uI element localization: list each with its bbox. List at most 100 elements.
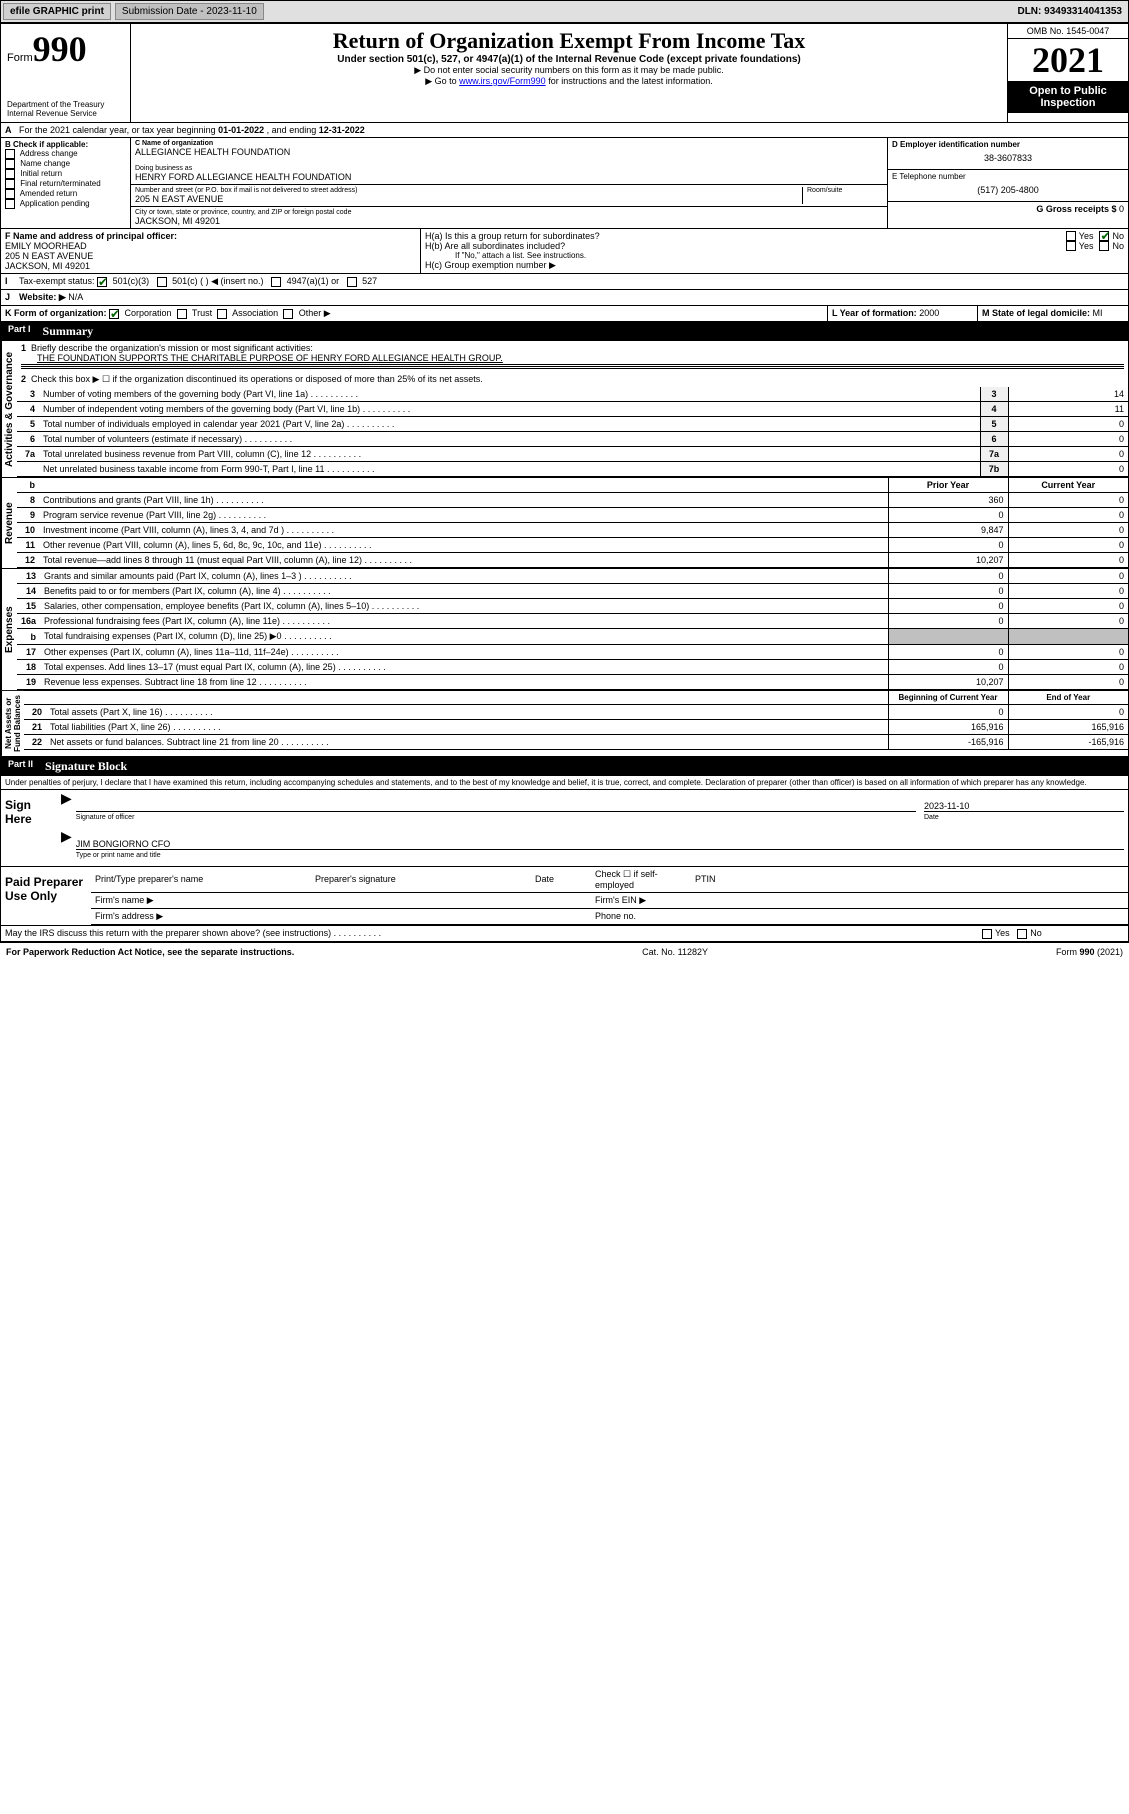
col-begin: Beginning of Current Year: [888, 691, 1008, 705]
j-row: J Website: ▶ N/A: [0, 290, 1129, 306]
summary-line: 21Total liabilities (Part X, line 26)165…: [24, 720, 1128, 735]
efile-print-button[interactable]: efile GRAPHIC print: [3, 3, 111, 20]
b-check-item: Address change: [5, 149, 126, 159]
klm-row: K Form of organization: Corporation Trus…: [0, 306, 1129, 322]
c-name-label: C Name of organization: [135, 140, 883, 147]
i-4947-checkbox[interactable]: [271, 277, 281, 287]
revenue-table: b Prior Year Current Year 8Contributions…: [17, 478, 1128, 568]
summary-line: 19Revenue less expenses. Subtract line 1…: [17, 675, 1128, 690]
sig-date: 2023-11-10: [924, 801, 969, 811]
dln: DLN: 93493314041353: [1017, 6, 1128, 17]
vtab-revenue: Revenue: [1, 478, 17, 568]
efile-topbar: efile GRAPHIC print Submission Date - 20…: [0, 0, 1129, 23]
ha-yes-checkbox[interactable]: [1066, 231, 1076, 241]
officer-street: 205 N EAST AVENUE: [5, 251, 93, 261]
firm-name-label: Firm's name ▶: [91, 892, 591, 908]
form-header: Form990 Department of the Treasury Inter…: [0, 23, 1129, 123]
hb-note: If "No," attach a list. See instructions…: [425, 251, 1124, 260]
summary-line: 17Other expenses (Part IX, column (A), l…: [17, 645, 1128, 660]
vtab-expenses: Expenses: [1, 569, 17, 690]
netassets-block: Net Assets or Fund Balances Beginning of…: [0, 691, 1129, 757]
b-checkbox[interactable]: [5, 149, 15, 159]
tax-year: 2021: [1008, 39, 1128, 81]
vtab-activities: Activities & Governance: [1, 341, 17, 477]
p-check-label: Check ☐ if self-employed: [591, 867, 691, 893]
b-check-item: Initial return: [5, 169, 126, 179]
d-label: D Employer identification number: [892, 140, 1124, 149]
may-irs-row: May the IRS discuss this return with the…: [0, 926, 1129, 942]
website: N/A: [68, 292, 83, 302]
firm-ein-label: Firm's EIN ▶: [591, 892, 1128, 908]
k-assoc-checkbox[interactable]: [217, 309, 227, 319]
b-checkbox[interactable]: [5, 169, 15, 179]
pra-notice: For Paperwork Reduction Act Notice, see …: [6, 947, 294, 957]
form-title: Return of Organization Exempt From Incom…: [137, 28, 1001, 54]
k-other-checkbox[interactable]: [283, 309, 293, 319]
summary-line: 3Number of voting members of the governi…: [17, 387, 1128, 402]
state-domicile: MI: [1093, 308, 1103, 318]
ag-lines-table: 3Number of voting members of the governi…: [17, 387, 1128, 477]
ptin-label: PTIN: [691, 867, 1128, 893]
form-ref: Form 990 (2021): [1056, 947, 1123, 957]
b-checkbox[interactable]: [5, 179, 15, 189]
i-501c3-checkbox[interactable]: [97, 277, 107, 287]
g-label: G Gross receipts $: [1036, 204, 1116, 214]
summary-line: 6Total number of volunteers (estimate if…: [17, 432, 1128, 447]
mayirs-no-checkbox[interactable]: [1017, 929, 1027, 939]
year-formation: 2000: [919, 308, 939, 318]
b-checkbox[interactable]: [5, 159, 15, 169]
b-check-item: Application pending: [5, 199, 126, 209]
i-501c-checkbox[interactable]: [157, 277, 167, 287]
k-label: K Form of organization:: [5, 308, 107, 318]
cat-no: Cat. No. 11282Y: [642, 947, 708, 957]
l1-label: Briefly describe the organization's miss…: [31, 343, 313, 353]
p-sig-label: Preparer's signature: [311, 867, 531, 893]
dba-label: Doing business as: [135, 165, 883, 172]
summary-line: 4Number of independent voting members of…: [17, 402, 1128, 417]
officer-city: JACKSON, MI 49201: [5, 261, 90, 271]
ha-no-checkbox[interactable]: [1099, 231, 1109, 241]
firm-addr-label: Firm's address ▶: [91, 908, 591, 924]
dba-name: HENRY FORD ALLEGIANCE HEALTH FOUNDATION: [135, 172, 883, 182]
org-name: ALLEGIANCE HEALTH FOUNDATION: [135, 147, 883, 157]
open-inspection: Open to Public Inspection: [1008, 81, 1128, 113]
note-ssn: ▶ Do not enter social security numbers o…: [137, 65, 1001, 76]
note-link: ▶ Go to www.irs.gov/Form990 for instruct…: [137, 76, 1001, 87]
summary-line: 8Contributions and grants (Part VIII, li…: [17, 493, 1128, 508]
line-a-tax-year: A For the 2021 calendar year, or tax yea…: [0, 123, 1129, 138]
telephone: (517) 205-4800: [892, 181, 1124, 199]
b-checkbox[interactable]: [5, 199, 15, 209]
part-ii-header: Part II Signature Block: [0, 757, 1129, 776]
irs-link[interactable]: www.irs.gov/Form990: [459, 76, 546, 86]
summary-line: bTotal fundraising expenses (Part IX, co…: [17, 629, 1128, 645]
ein: 38-3607833: [892, 149, 1124, 167]
sign-here-label: Sign Here: [1, 790, 61, 866]
summary-line: 11Other revenue (Part VIII, column (A), …: [17, 538, 1128, 553]
gross-receipts: 0: [1119, 204, 1124, 214]
summary-line: 12Total revenue—add lines 8 through 11 (…: [17, 553, 1128, 568]
street-label: Number and street (or P.O. box if mail i…: [135, 187, 802, 194]
k-trust-checkbox[interactable]: [177, 309, 187, 319]
summary-line: 16aProfessional fundraising fees (Part I…: [17, 614, 1128, 629]
penalty-text: Under penalties of perjury, I declare th…: [0, 776, 1129, 789]
mayirs-yes-checkbox[interactable]: [982, 929, 992, 939]
paid-preparer-block: Paid Preparer Use Only Print/Type prepar…: [0, 867, 1129, 926]
i-527-checkbox[interactable]: [347, 277, 357, 287]
b-checkbox[interactable]: [5, 189, 15, 199]
officer-name-title: JIM BONGIORNO CFO: [76, 839, 171, 849]
may-irs-text: May the IRS discuss this return with the…: [5, 928, 331, 938]
b-check-item: Name change: [5, 159, 126, 169]
page-footer: For Paperwork Reduction Act Notice, see …: [0, 942, 1129, 961]
street-address: 205 N EAST AVENUE: [135, 194, 802, 204]
summary-line: 7aTotal unrelated business revenue from …: [17, 447, 1128, 462]
hb-no-checkbox[interactable]: [1099, 241, 1109, 251]
city-label: City or town, state or province, country…: [135, 209, 883, 216]
form-subtitle: Under section 501(c), 527, or 4947(a)(1)…: [137, 54, 1001, 65]
col-prior: Prior Year: [888, 478, 1008, 493]
hb-yes-checkbox[interactable]: [1066, 241, 1076, 251]
entity-block: B Check if applicable: Address change Na…: [0, 138, 1129, 229]
col-end: End of Year: [1008, 691, 1128, 705]
city-state-zip: JACKSON, MI 49201: [135, 216, 883, 226]
k-corp-checkbox[interactable]: [109, 309, 119, 319]
summary-line: 10Investment income (Part VIII, column (…: [17, 523, 1128, 538]
